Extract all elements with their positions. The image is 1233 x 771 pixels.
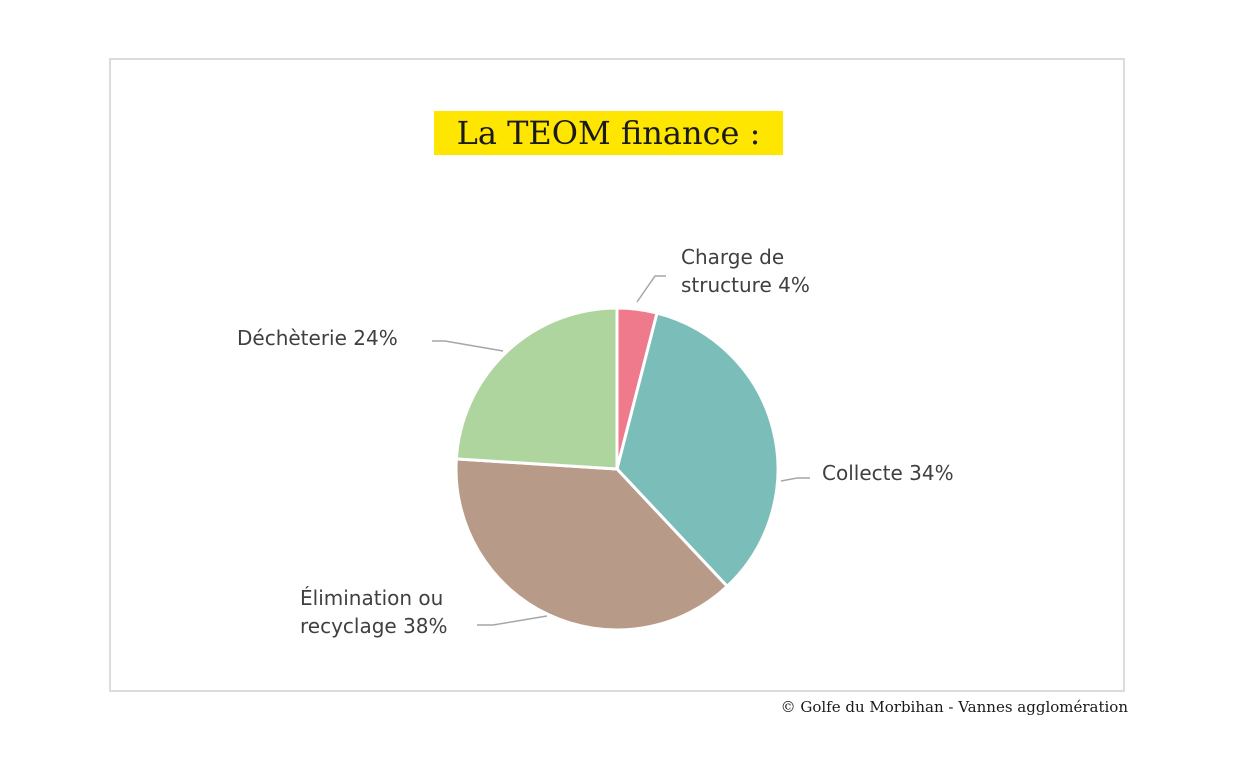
copyright-credit: © Golfe du Morbihan - Vannes agglomérati…	[780, 698, 1128, 716]
data-label-line: Déchèterie 24%	[237, 326, 398, 350]
pie-slice-collecte	[615, 311, 780, 588]
leader-line-charge-de-structure	[636, 275, 666, 303]
data-label-dechetterie: Déchèterie 24%	[237, 326, 398, 350]
leader-line-elimination-ou-recyclage	[477, 615, 548, 626]
data-label-elimination-ou-recyclage: Élimination ou recyclage 38%	[300, 586, 448, 638]
data-label-charge-de-structure: Charge de structure 4%	[681, 245, 810, 297]
pie-slice-dechetterie	[454, 306, 619, 471]
leader-line-collecte	[780, 477, 810, 482]
leader-line-dechetterie	[432, 340, 504, 352]
chart-title: La TEOM finance :	[434, 111, 783, 155]
data-label-line: Élimination ou	[300, 586, 443, 610]
data-label-line: recyclage 38%	[300, 614, 448, 638]
data-label-line: Collecte 34%	[822, 461, 954, 485]
data-label-line: Charge de	[681, 245, 784, 269]
data-label-collecte: Collecte 34%	[822, 461, 954, 485]
pie-slice-elimination-ou-recyclage	[454, 457, 729, 632]
data-label-line: structure 4%	[681, 273, 810, 297]
